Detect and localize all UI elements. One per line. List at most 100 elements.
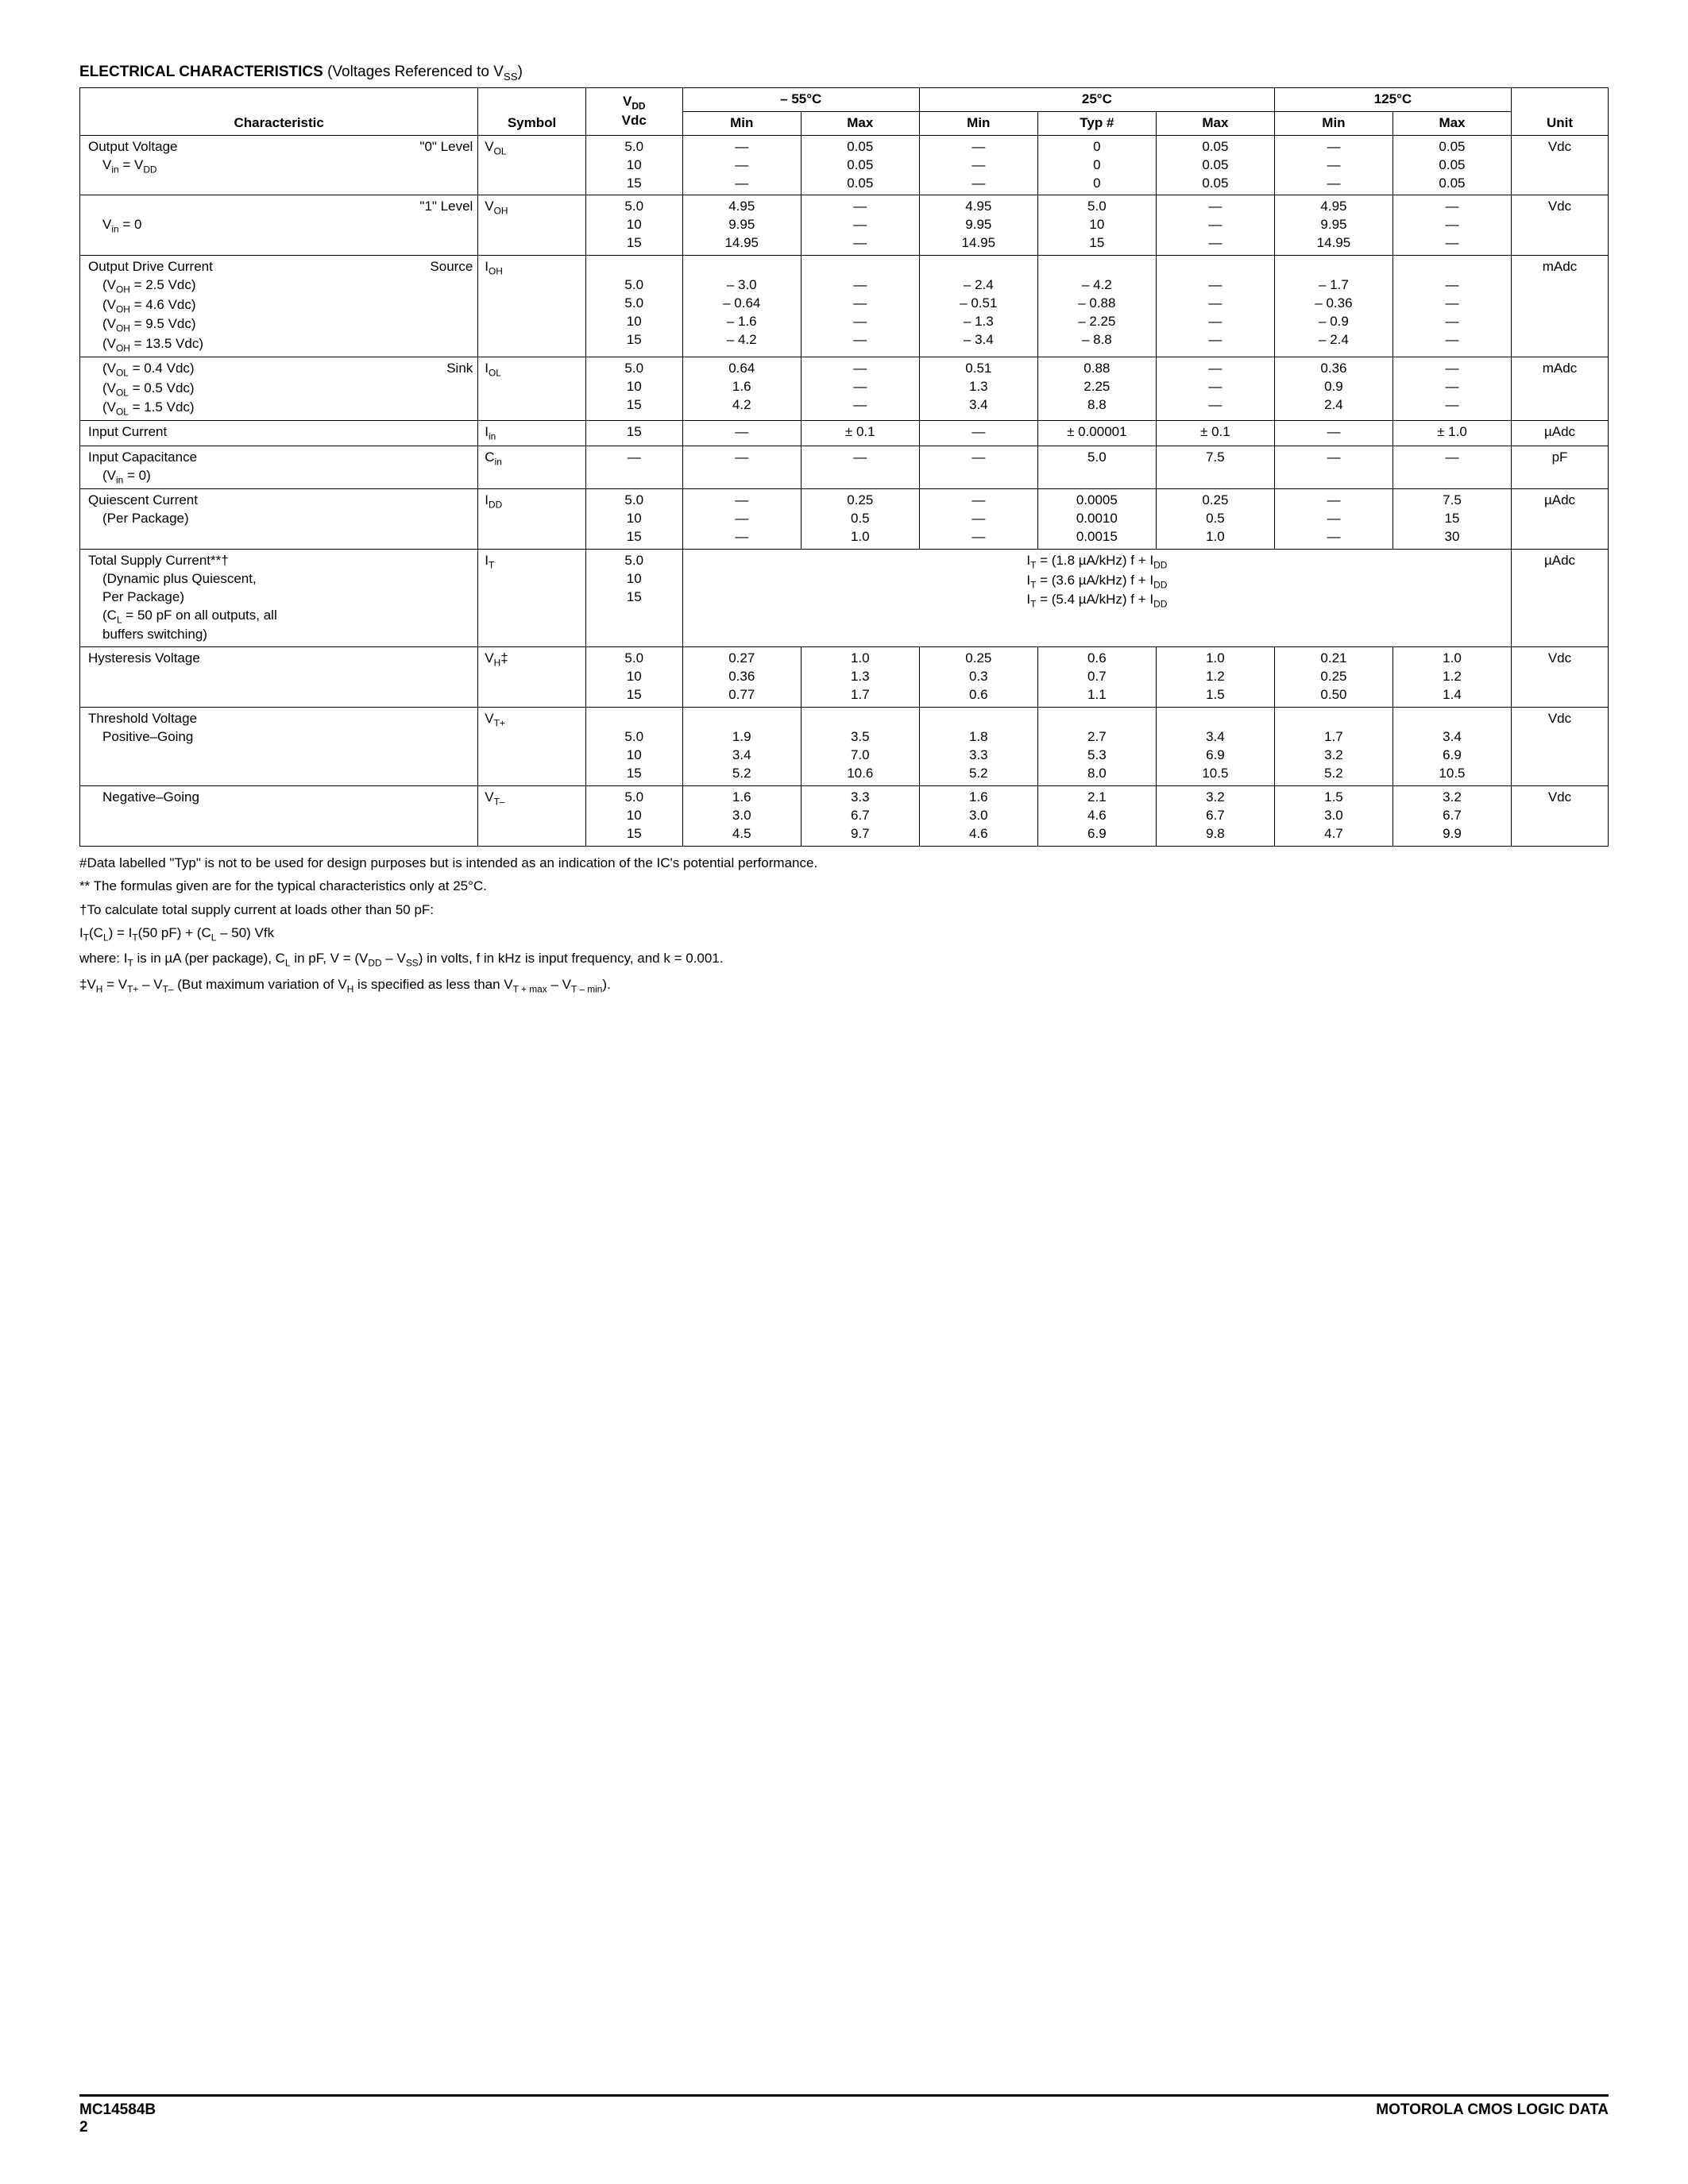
- cell-c3max: 0.050.050.05: [1393, 135, 1511, 195]
- cell-vdd: 15: [585, 421, 682, 446]
- note-3: †To calculate total supply current at lo…: [79, 900, 1609, 920]
- note-2: ** The formulas given are for the typica…: [79, 876, 1609, 897]
- cell-c2min: 4.959.9514.95: [919, 195, 1037, 256]
- cell-c3min: —: [1274, 421, 1393, 446]
- cell-c2max: 1.01.21.5: [1156, 647, 1274, 708]
- title-subtitle: (Voltages Referenced to VSS): [323, 64, 523, 80]
- cell-c3min: 0.360.92.4: [1274, 357, 1393, 421]
- cell-vdd: 5.01015: [585, 357, 682, 421]
- cell-c1min: ———: [682, 135, 801, 195]
- cell-c2typ: 2.75.38.0: [1037, 708, 1156, 786]
- table-row: Output Drive CurrentSource(VOH = 2.5 Vdc…: [80, 256, 1609, 357]
- cell-c2typ: – 4.2– 0.88– 2.25– 8.8: [1037, 256, 1156, 357]
- cell-c1min: ———: [682, 489, 801, 550]
- cell-symbol: VH‡: [478, 647, 585, 708]
- cell-c3min: 0.210.250.50: [1274, 647, 1393, 708]
- table-row: Threshold VoltagePositive–GoingVT+ 5.010…: [80, 708, 1609, 786]
- cell-c3max: 3.46.910.5: [1393, 708, 1511, 786]
- cell-vdd: —: [585, 446, 682, 488]
- cell-c3max: ± 1.0: [1393, 421, 1511, 446]
- th-characteristic: Characteristic: [80, 87, 478, 135]
- cell-c3max: ———: [1393, 195, 1511, 256]
- cell-characteristic: "1" LevelVin = 0: [80, 195, 478, 256]
- cell-c2max: ———: [1156, 357, 1274, 421]
- cell-c2max: ————: [1156, 256, 1274, 357]
- cell-c2min: 0.250.30.6: [919, 647, 1037, 708]
- cell-c3max: 3.26.79.9: [1393, 785, 1511, 846]
- th-typ: Typ #: [1037, 111, 1156, 135]
- cell-unit: mAdc: [1512, 256, 1609, 357]
- table-row: Input Capacitance(Vin = 0)Cin————5.07.5—…: [80, 446, 1609, 488]
- th-temp3: 125°C: [1274, 87, 1511, 111]
- cell-c2max: ± 0.1: [1156, 421, 1274, 446]
- cell-symbol: IT: [478, 550, 585, 647]
- cell-c2min: —: [919, 421, 1037, 446]
- table-row: Hysteresis VoltageVH‡5.010150.270.360.77…: [80, 647, 1609, 708]
- cell-characteristic: Quiescent Current(Per Package): [80, 489, 478, 550]
- cell-c2min: —: [919, 446, 1037, 488]
- cell-c2typ: 5.01015: [1037, 195, 1156, 256]
- note-6: ‡VH = VT+ – VT– (But maximum variation o…: [79, 974, 1609, 997]
- cell-c2typ: 0.00050.00100.0015: [1037, 489, 1156, 550]
- cell-c1max: 0.050.050.05: [801, 135, 919, 195]
- table-row: Output Voltage"0" LevelVin = VDDVOL5.010…: [80, 135, 1609, 195]
- cell-symbol: VOH: [478, 195, 585, 256]
- cell-characteristic: Output Voltage"0" LevelVin = VDD: [80, 135, 478, 195]
- table-row: Input CurrentIin15—± 0.1—± 0.00001± 0.1—…: [80, 421, 1609, 446]
- cell-unit: Vdc: [1512, 785, 1609, 846]
- cell-c2max: 3.26.79.8: [1156, 785, 1274, 846]
- cell-c3max: 1.01.21.4: [1393, 647, 1511, 708]
- cell-c3min: —: [1274, 446, 1393, 488]
- th-unit: Unit: [1512, 87, 1609, 135]
- cell-characteristic: Input Current: [80, 421, 478, 446]
- cell-vdd: 5.01015: [585, 135, 682, 195]
- cell-characteristic: Output Drive CurrentSource(VOH = 2.5 Vdc…: [80, 256, 478, 357]
- table-row: Quiescent Current(Per Package)IDD5.01015…: [80, 489, 1609, 550]
- section-title: ELECTRICAL CHARACTERISTICS (Voltages Ref…: [79, 64, 1609, 83]
- cell-vdd: 5.01015: [585, 550, 682, 647]
- th-symbol: Symbol: [478, 87, 585, 135]
- notes-section: #Data labelled "Typ" is not to be used f…: [79, 853, 1609, 997]
- cell-c2typ: 0.882.258.8: [1037, 357, 1156, 421]
- note-5: where: IT is in µA (per package), CL in …: [79, 948, 1609, 970]
- cell-vdd: 5.01015: [585, 489, 682, 550]
- cell-c1max: 1.01.31.7: [801, 647, 919, 708]
- cell-c1min: —: [682, 446, 801, 488]
- cell-c1min: 4.959.9514.95: [682, 195, 801, 256]
- cell-symbol: VOL: [478, 135, 585, 195]
- cell-c2max: 0.050.050.05: [1156, 135, 1274, 195]
- cell-c2typ: 000: [1037, 135, 1156, 195]
- cell-c2max: ———: [1156, 195, 1274, 256]
- cell-unit: Vdc: [1512, 135, 1609, 195]
- cell-c2min: – 2.4– 0.51– 1.3– 3.4: [919, 256, 1037, 357]
- cell-c2typ: 0.60.71.1: [1037, 647, 1156, 708]
- table-row: "1" LevelVin = 0VOH5.010154.959.9514.95—…: [80, 195, 1609, 256]
- cell-vdd: 5.01015: [585, 785, 682, 846]
- note-4: IT(CL) = IT(50 pF) + (CL – 50) Vfk: [79, 923, 1609, 945]
- cell-vdd: 5.01015: [585, 708, 682, 786]
- th-max: Max: [1156, 111, 1274, 135]
- th-max: Max: [801, 111, 919, 135]
- cell-characteristic: (VOL = 0.4 Vdc)Sink(VOL = 0.5 Vdc)(VOL =…: [80, 357, 478, 421]
- cell-c1min: 1.63.04.5: [682, 785, 801, 846]
- cell-c1max: 3.57.010.6: [801, 708, 919, 786]
- cell-symbol: IDD: [478, 489, 585, 550]
- cell-c1min: – 3.0– 0.64– 1.6– 4.2: [682, 256, 801, 357]
- footer-right: MOTOROLA CMOS LOGIC DATA: [1376, 2101, 1609, 2136]
- cell-symbol: VT+: [478, 708, 585, 786]
- th-max: Max: [1393, 111, 1511, 135]
- cell-c2max: 0.250.51.0: [1156, 489, 1274, 550]
- cell-c1max: ————: [801, 256, 919, 357]
- cell-c1min: 0.641.64.2: [682, 357, 801, 421]
- cell-symbol: IOH: [478, 256, 585, 357]
- cell-c1max: —: [801, 446, 919, 488]
- cell-symbol: IOL: [478, 357, 585, 421]
- cell-c3min: ———: [1274, 135, 1393, 195]
- th-min: Min: [919, 111, 1037, 135]
- th-min: Min: [1274, 111, 1393, 135]
- th-vdd: VDDVdc: [585, 87, 682, 135]
- cell-c3max: ———: [1393, 357, 1511, 421]
- th-temp1: – 55°C: [682, 87, 919, 111]
- cell-c1min: 1.93.45.2: [682, 708, 801, 786]
- cell-unit: mAdc: [1512, 357, 1609, 421]
